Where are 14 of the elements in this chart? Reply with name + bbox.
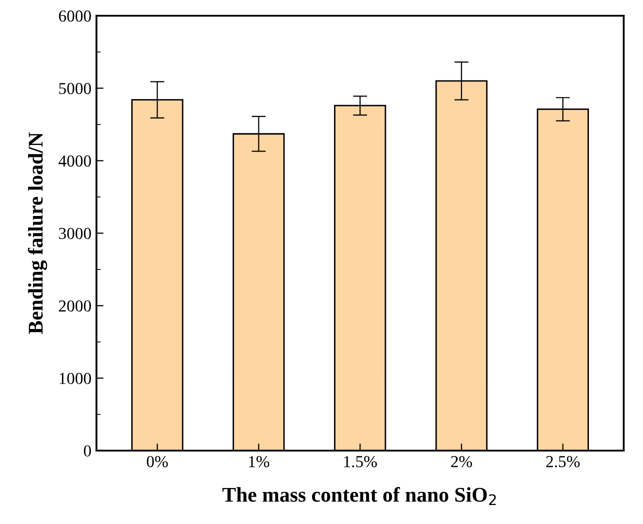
x-tick-label: 1.5% xyxy=(344,456,377,468)
x-tick-label: 2% xyxy=(451,456,472,468)
y-tick-label: 4000 xyxy=(58,155,91,167)
y-tick-label: 3000 xyxy=(59,228,91,240)
x-tick-label: 0% xyxy=(146,456,168,468)
x-axis-title: The mass content of nano SiO$_{2}$ xyxy=(222,486,496,506)
y-tick-label: 2000 xyxy=(58,300,91,312)
y-axis-title: Bending failure load/N xyxy=(28,132,48,334)
y-tick-label: 6000 xyxy=(58,10,91,22)
x-tick-label: 1% xyxy=(249,456,270,468)
y-tick-label: 1000 xyxy=(60,372,91,384)
x-tick-label: 2.5% xyxy=(546,456,580,468)
y-tick-label: 0 xyxy=(84,445,91,457)
y-tick-label: 5000 xyxy=(59,82,91,94)
